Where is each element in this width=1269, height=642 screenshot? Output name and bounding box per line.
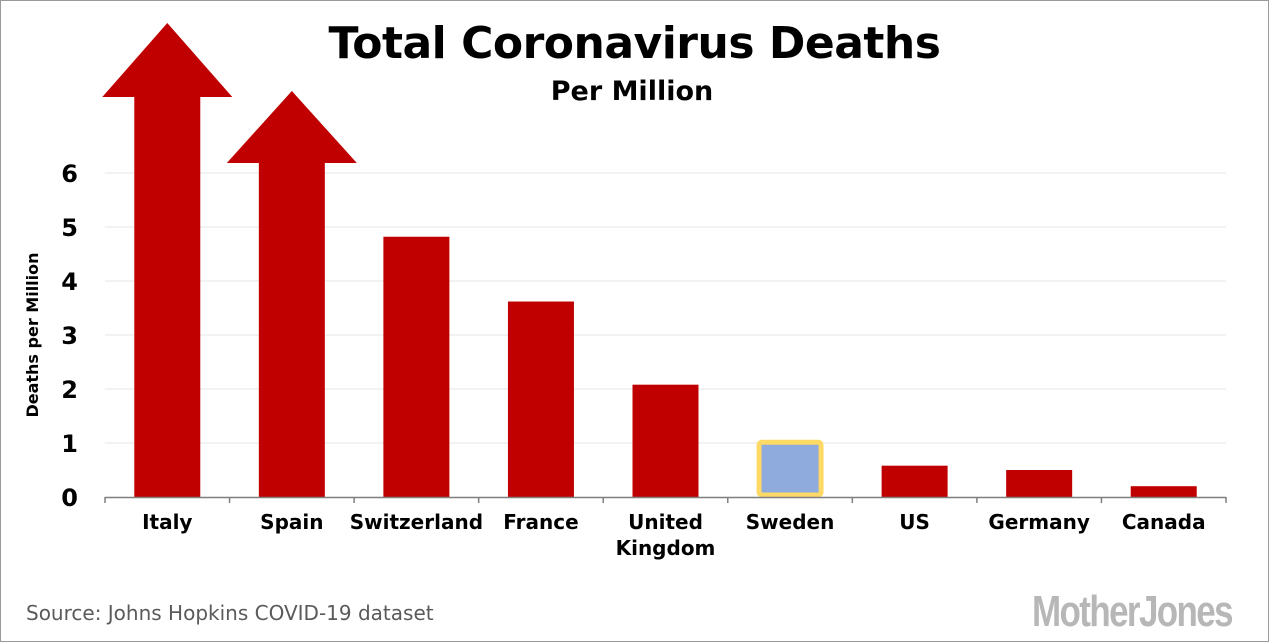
x-tick-label: United Kingdom bbox=[616, 510, 716, 560]
bar-france bbox=[507, 301, 574, 497]
y-tick-label: 4 bbox=[61, 268, 78, 296]
y-tick-label: 3 bbox=[61, 322, 78, 350]
x-tick-label: France bbox=[503, 510, 578, 534]
bar-switzerland bbox=[383, 236, 450, 497]
svg-text:MotherJones: MotherJones bbox=[1032, 587, 1232, 634]
off-scale-arrow-italy bbox=[102, 23, 233, 97]
bar-sweden bbox=[756, 439, 824, 498]
source-note: Source: Johns Hopkins COVID-19 dataset bbox=[26, 601, 434, 625]
x-tick-label: Switzerland bbox=[350, 510, 483, 534]
bar-spain bbox=[258, 163, 325, 497]
x-tick-label: Spain bbox=[260, 510, 323, 534]
y-tick-label: 5 bbox=[61, 214, 78, 242]
x-tick-label: Sweden bbox=[746, 510, 835, 534]
bar-germany bbox=[1006, 470, 1073, 497]
mother-jones-logo: MotherJones bbox=[1032, 587, 1234, 634]
bar-united-kingdom bbox=[632, 384, 699, 497]
bar-us bbox=[881, 465, 948, 497]
y-tick-label: 6 bbox=[61, 160, 78, 188]
x-tick-label: US bbox=[899, 510, 930, 534]
y-tick-label: 0 bbox=[61, 484, 78, 512]
x-tick-label: Canada bbox=[1122, 510, 1206, 534]
x-tick-label: Germany bbox=[988, 510, 1089, 534]
y-tick-label: 1 bbox=[61, 430, 78, 458]
off-scale-arrow-spain bbox=[226, 91, 357, 163]
chart-title: Total Coronavirus Deaths bbox=[328, 18, 941, 69]
y-axis-label: Deaths per Million bbox=[23, 252, 42, 417]
bar-canada bbox=[1130, 486, 1197, 497]
y-tick-label: 2 bbox=[61, 376, 78, 404]
bar-italy bbox=[134, 97, 201, 497]
chart-subtitle: Per Million bbox=[550, 76, 714, 107]
x-tick-label: Italy bbox=[142, 510, 192, 534]
